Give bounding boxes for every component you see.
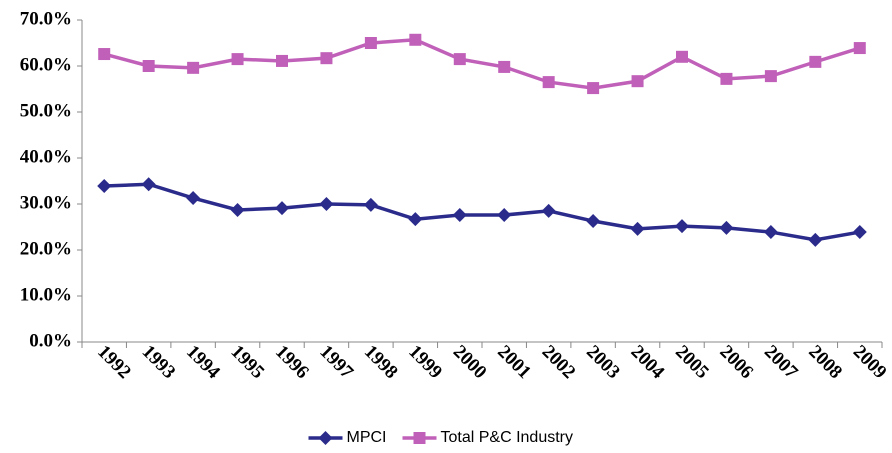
x-tick-label: 1992	[93, 341, 135, 383]
point	[363, 197, 378, 212]
point	[852, 225, 867, 240]
y-tick-label: 40.0%	[20, 146, 72, 167]
y-tick-label: 30.0%	[20, 192, 72, 213]
x-tick-label: 1998	[360, 341, 402, 383]
point	[319, 197, 334, 211]
x-tick-label: 2005	[671, 341, 713, 383]
y-tick-label: 70.0%	[20, 8, 72, 29]
point	[364, 37, 377, 49]
point	[453, 53, 466, 66]
x-tick-label: 2007	[760, 341, 802, 383]
point	[630, 221, 645, 236]
y-tick-label: 50.0%	[20, 100, 72, 121]
x-tick-label: 2001	[493, 341, 535, 383]
y-tick-label: 20.0%	[20, 238, 72, 259]
legend-label: MPCI	[347, 429, 387, 446]
point	[631, 75, 644, 88]
point	[675, 219, 689, 234]
point	[809, 55, 822, 68]
x-tick-label: 1997	[315, 341, 357, 383]
point	[408, 212, 423, 227]
x-tick-label: 2009	[849, 341, 891, 383]
y-tick-label: 10.0%	[20, 284, 72, 305]
x-tick-label: 2000	[449, 341, 491, 383]
x-tick-label: 1996	[271, 341, 313, 383]
point	[276, 54, 288, 67]
point	[142, 60, 155, 72]
point	[763, 225, 778, 240]
point	[98, 48, 111, 61]
point	[764, 70, 777, 83]
x-tick-label: 1994	[182, 341, 224, 383]
point	[320, 52, 333, 65]
point	[720, 72, 733, 85]
point	[413, 432, 426, 444]
point	[97, 179, 112, 194]
point	[808, 232, 823, 247]
x-tick-label: 2008	[804, 341, 846, 383]
y-tick-label: 60.0%	[20, 54, 72, 75]
legend-item: MPCI	[308, 429, 387, 446]
point	[853, 42, 866, 55]
point	[452, 208, 467, 223]
legend-label: Total P&C Industry	[441, 429, 574, 446]
x-tick-label: 2002	[538, 341, 580, 383]
y-tick-label: 0.0%	[29, 330, 72, 351]
series-line	[104, 182, 861, 242]
point	[186, 191, 201, 206]
point	[719, 220, 734, 235]
x-tick-label: 1999	[404, 341, 446, 383]
x-tick-label: 1995	[227, 341, 269, 383]
point	[676, 50, 688, 63]
x-tick-label: 1993	[138, 341, 180, 383]
series-line	[103, 38, 861, 90]
legend-item: Total P&C Industry	[402, 429, 574, 446]
point	[542, 76, 555, 89]
point	[587, 82, 600, 95]
point	[187, 61, 200, 74]
point	[231, 53, 244, 66]
point	[586, 214, 601, 229]
point	[275, 201, 289, 216]
point	[141, 177, 156, 192]
point	[230, 202, 245, 217]
x-tick-label: 2004	[627, 341, 669, 383]
x-tick-label: 2003	[582, 341, 624, 383]
point	[318, 431, 333, 445]
point	[497, 208, 512, 223]
point	[498, 60, 511, 73]
x-tick-label: 2006	[715, 341, 757, 383]
point	[409, 33, 422, 46]
point	[541, 203, 556, 218]
